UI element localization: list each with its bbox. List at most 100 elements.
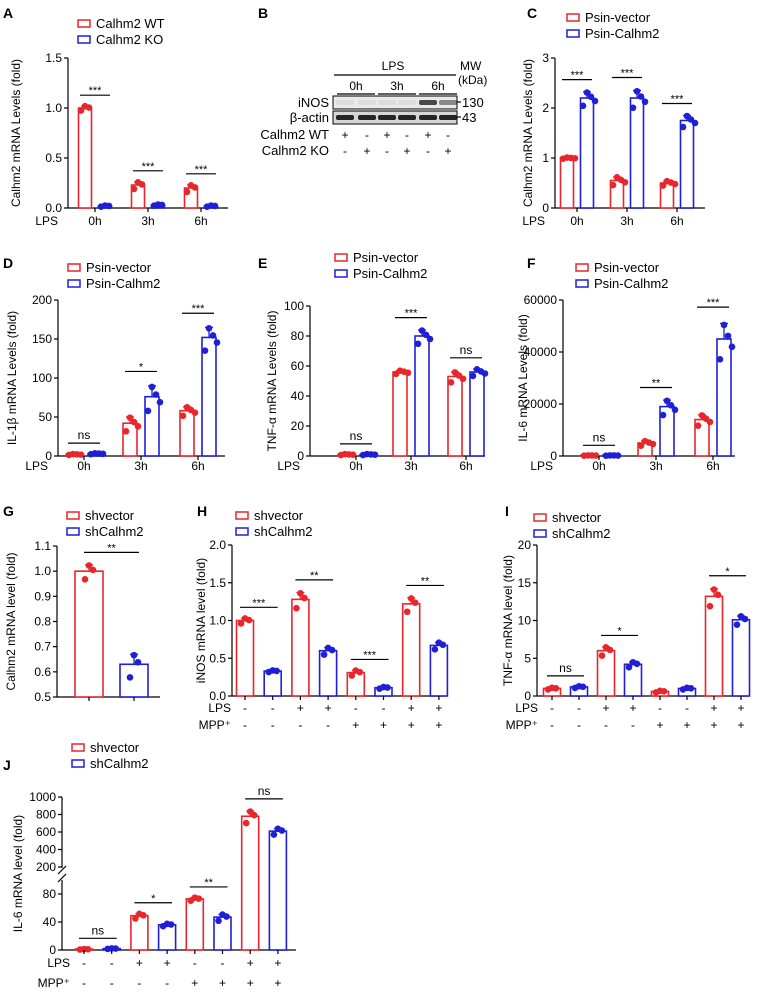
data-point [633, 660, 641, 668]
genotype-sign: + [341, 128, 348, 142]
condition-sign: - [298, 718, 302, 732]
y-axis-label: IL-6 mRNA level (fold) [11, 815, 25, 932]
legend-swatch [66, 527, 80, 536]
data-point [242, 819, 250, 827]
data-point [663, 397, 671, 405]
condition-sign: - [658, 701, 662, 715]
data-point [201, 347, 209, 354]
data-point [215, 917, 222, 925]
genotype-sign: - [405, 128, 409, 142]
data-point [293, 604, 300, 612]
legend-label: shvector [90, 740, 140, 755]
bar [240, 815, 260, 951]
panel-letter: H [197, 503, 207, 519]
panel-letter: D [3, 255, 13, 271]
bar [579, 97, 595, 209]
data-point [191, 409, 199, 417]
legend-label: shCalhm2 [90, 756, 149, 771]
y-tick-label: 20000 [524, 397, 558, 411]
legend-label: shvector [85, 508, 135, 523]
data-point [667, 402, 675, 409]
data-point [130, 418, 138, 426]
bar [122, 422, 138, 457]
panel-e: E 0 20 40 60 80 100 TNF-α mRNA Levels (fold) 0h 3… [258, 250, 489, 473]
timepoint-label: 6h [431, 79, 444, 93]
significance-label: *** [621, 68, 635, 80]
significance-label: ** [310, 570, 319, 582]
significance-label: *** [571, 70, 585, 82]
condition-sign: - [577, 718, 581, 732]
data-point [710, 586, 718, 593]
data-point [687, 684, 695, 692]
bar [291, 598, 310, 697]
significance-label: *** [192, 303, 206, 315]
condition-sign: + [683, 718, 690, 732]
data-point [621, 178, 629, 186]
data-point [706, 602, 714, 610]
kda-label: (kDa) [458, 73, 487, 87]
condition-sign: - [110, 956, 114, 970]
bar [559, 157, 575, 209]
condition-sign: + [325, 701, 332, 715]
bar [235, 619, 255, 697]
x-category-label: 6h [459, 459, 472, 473]
y-tick-label: 3 [542, 51, 549, 65]
condition-sign: - [685, 701, 689, 715]
y-tick-label: 60000 [524, 293, 558, 307]
row-label: MPP⁺ [199, 718, 231, 732]
significance-label: * [139, 361, 144, 373]
y-tick-label: 600 [36, 825, 56, 839]
data-point [552, 684, 560, 692]
data-point [89, 566, 97, 574]
data-point [606, 646, 614, 654]
genotype-sign: + [424, 128, 431, 142]
row-label: LPS [530, 459, 553, 473]
y-tick-label: 100 [284, 299, 304, 313]
axis-break-mark [57, 873, 67, 883]
y-tick-label: 40 [43, 915, 57, 929]
legend-label: Calhm2 KO [96, 32, 163, 47]
legend-swatch [566, 29, 580, 38]
condition-sign: - [110, 976, 114, 990]
significance-label: *** [195, 164, 209, 176]
data-point [278, 827, 286, 834]
blot-band [439, 115, 457, 120]
genotype-label: Calhm2 WT [260, 127, 329, 142]
blot-band [378, 100, 396, 105]
bar [704, 595, 724, 697]
data-point [148, 383, 156, 391]
data-point [404, 369, 412, 377]
y-tick-label: 40 [291, 389, 305, 403]
data-point [431, 646, 439, 653]
condition-sign: - [354, 701, 358, 715]
condition-sign: - [82, 956, 86, 970]
panel-letter: F [527, 255, 536, 271]
panel-b-western-blot: B LPS MW(kDa) 0h 3h 6h iNOS 130 β-actin 43 Calhm2 … [258, 5, 487, 158]
y-axis-label: Calhm2 mRNA Levels (fold) [9, 59, 23, 207]
condition-sign: - [82, 976, 86, 990]
y-tick-label: 1 [542, 151, 549, 165]
data-point [99, 450, 107, 458]
bar [401, 603, 421, 697]
data-point [733, 621, 741, 628]
genotype-sign: + [383, 128, 390, 142]
legend-swatch [66, 511, 80, 520]
legend-swatch [334, 269, 348, 278]
y-tick-label: 2 [542, 101, 549, 115]
data-point [637, 93, 645, 100]
data-point [671, 406, 679, 414]
condition-sign: + [656, 718, 663, 732]
panel-letter: C [527, 5, 537, 21]
significance-label: * [151, 893, 156, 905]
y-tick-label: 0 [45, 449, 52, 463]
significance-label: * [725, 566, 730, 578]
data-point [211, 202, 219, 210]
condition-sign: + [191, 976, 198, 990]
condition-sign: - [382, 701, 386, 715]
data-point [84, 945, 92, 953]
data-point [407, 595, 415, 602]
legend-label: shCalhm2 [85, 524, 144, 539]
legend-label: shCalhm2 [552, 526, 611, 541]
data-point [469, 372, 477, 380]
y-tick-label: 800 [36, 808, 56, 822]
